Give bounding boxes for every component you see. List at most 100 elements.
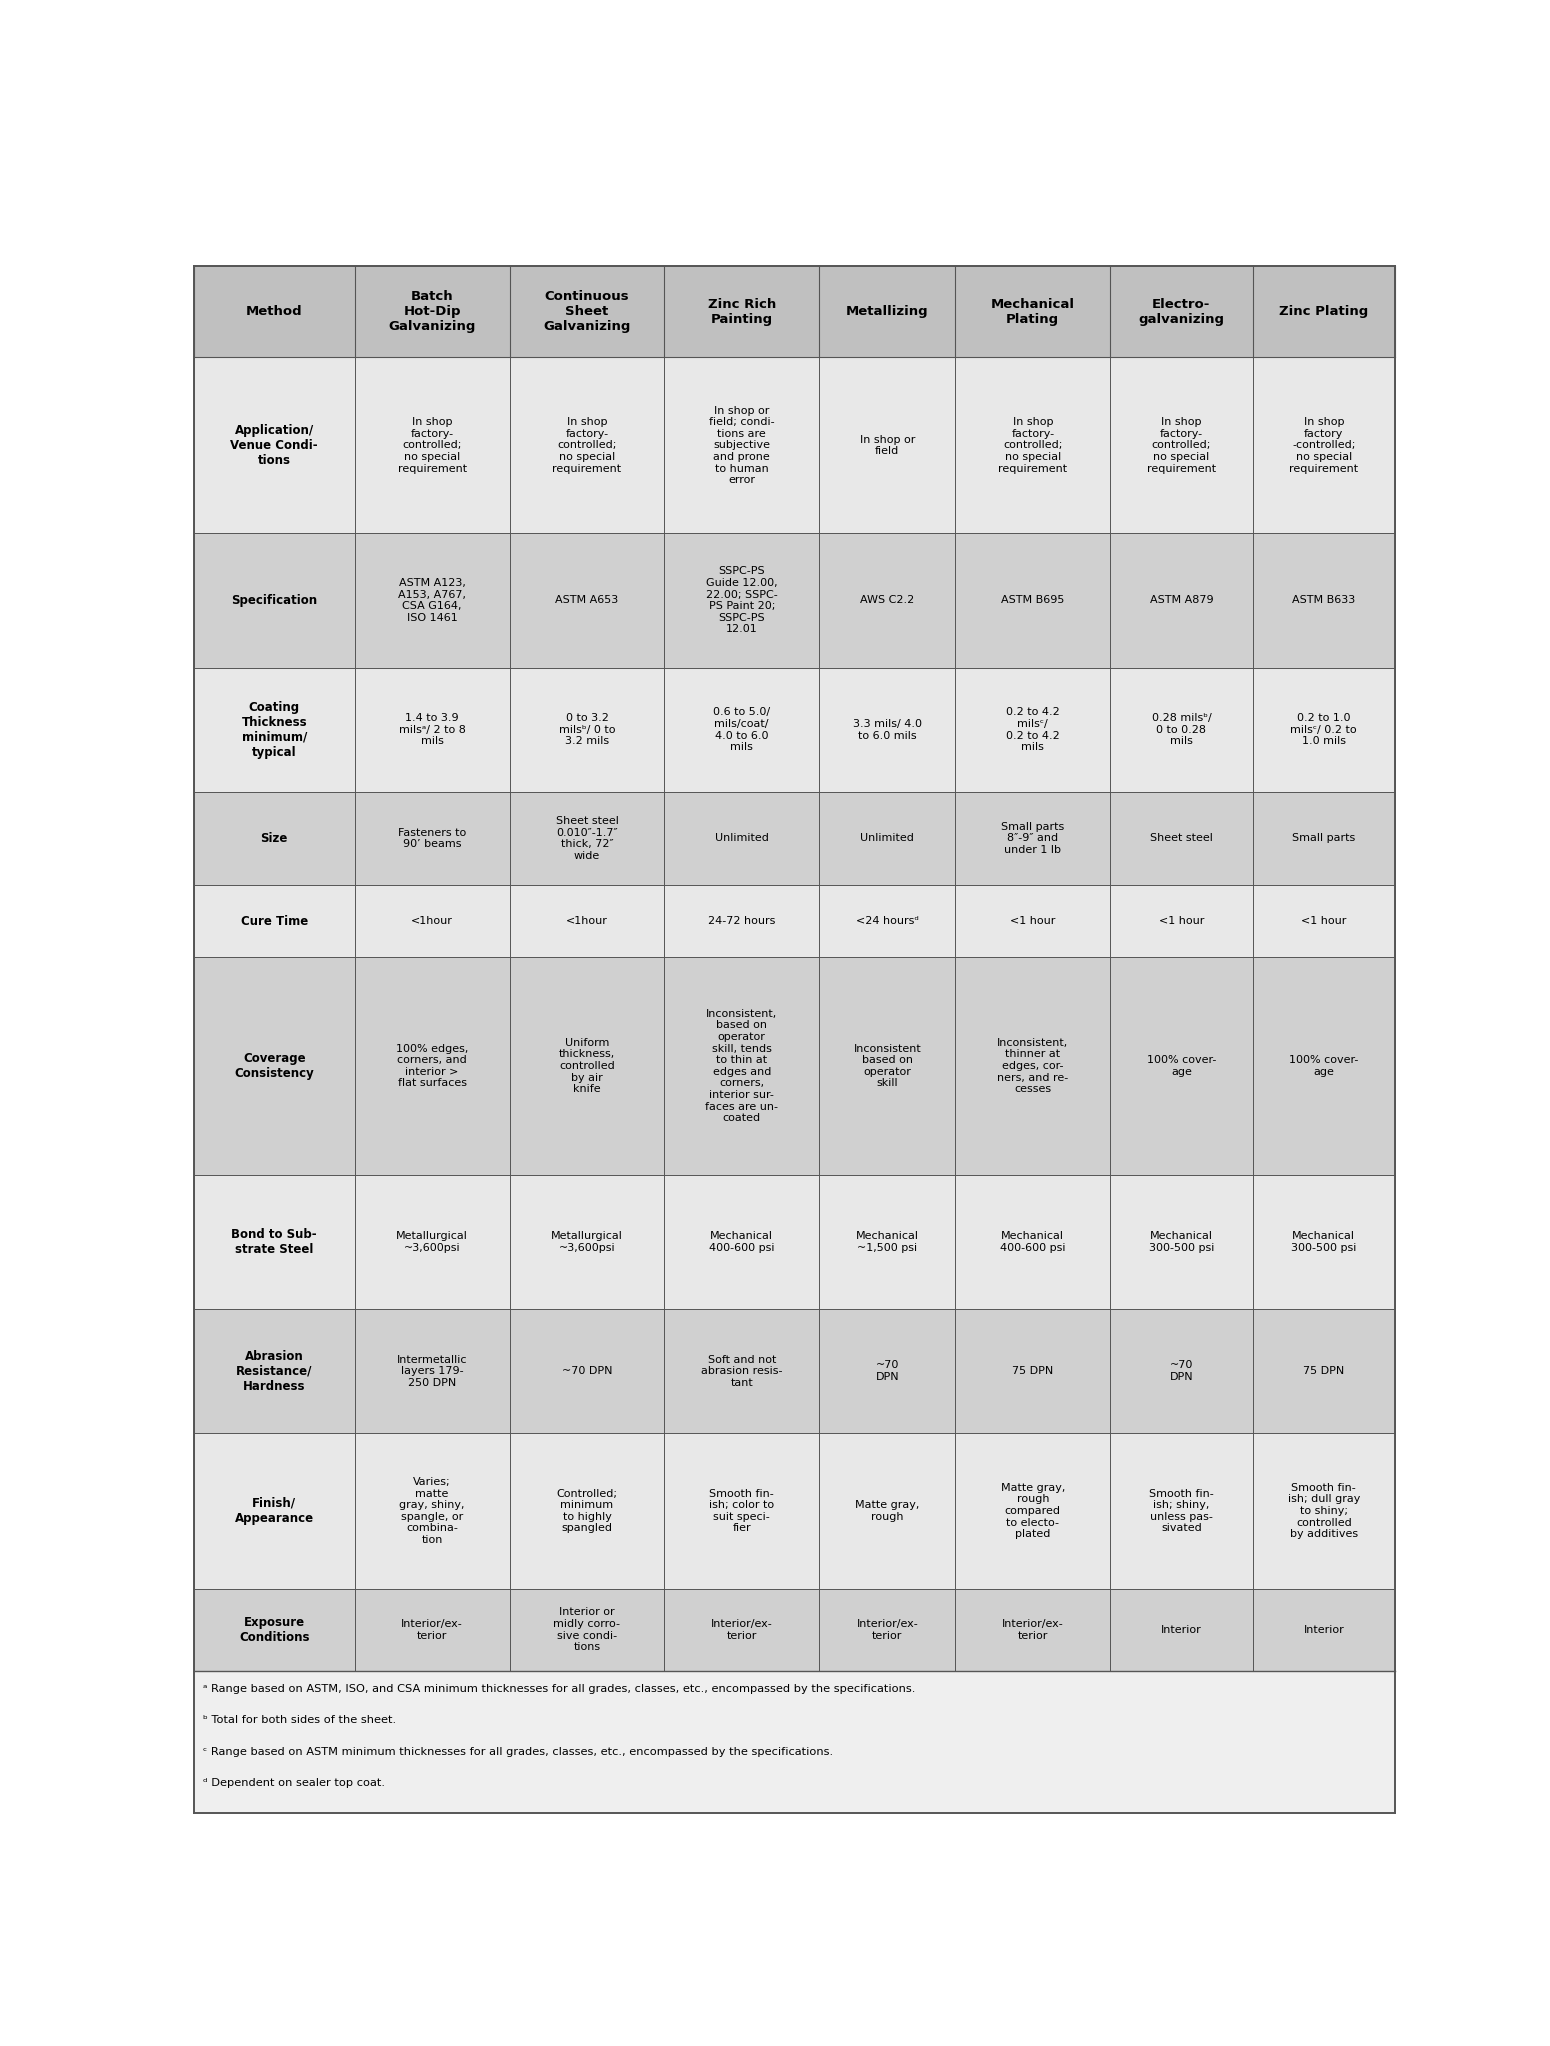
Text: Zinc Plating: Zinc Plating [1279,305,1369,319]
Text: Sheet steel
0.010″-1.7″
thick, 72″
wide: Sheet steel 0.010″-1.7″ thick, 72″ wide [555,816,618,861]
FancyBboxPatch shape [510,266,665,358]
Text: Intermetallic
layers 179-
250 DPN: Intermetallic layers 179- 250 DPN [397,1354,468,1387]
Text: ASTM B633: ASTM B633 [1293,595,1355,606]
Text: <1 hour: <1 hour [1159,917,1204,927]
Text: Small parts: Small parts [1293,833,1355,843]
Text: 75 DPN: 75 DPN [1012,1367,1054,1377]
Text: 100% cover-
age: 100% cover- age [1147,1056,1217,1076]
Text: 3.3 mils/ 4.0
to 6.0 mils: 3.3 mils/ 4.0 to 6.0 mils [853,718,922,741]
Text: Smooth fin-
ish; dull gray
to shiny;
controlled
by additives: Smooth fin- ish; dull gray to shiny; con… [1288,1483,1359,1539]
FancyBboxPatch shape [1252,266,1395,358]
Text: In shop or
field; condi-
tions are
subjective
and prone
to human
error: In shop or field; condi- tions are subje… [708,405,775,485]
Text: Mechanical
300-500 psi: Mechanical 300-500 psi [1149,1232,1214,1252]
Text: 0.2 to 1.0
milsᶜ/ 0.2 to
1.0 mils: 0.2 to 1.0 milsᶜ/ 0.2 to 1.0 mils [1291,714,1358,747]
Text: Metallurgical
~3,600psi: Metallurgical ~3,600psi [397,1232,468,1252]
Text: ASTM A879: ASTM A879 [1150,595,1214,606]
FancyBboxPatch shape [194,1588,1395,1672]
Text: ~70
DPN: ~70 DPN [1170,1361,1194,1381]
Text: ASTM A123,
A153, A767,
CSA G164,
ISO 1461: ASTM A123, A153, A767, CSA G164, ISO 146… [398,579,467,622]
FancyBboxPatch shape [818,266,955,358]
Text: ~70
DPN: ~70 DPN [876,1361,899,1381]
FancyBboxPatch shape [194,1434,1395,1588]
Text: Metallurgical
~3,600psi: Metallurgical ~3,600psi [550,1232,623,1252]
Text: SSPC-PS
Guide 12.00,
22.00; SSPC-
PS Paint 20;
SSPC-PS
12.01: SSPC-PS Guide 12.00, 22.00; SSPC- PS Pai… [705,567,778,634]
FancyBboxPatch shape [1110,266,1252,358]
Text: Interior/ex-
terior: Interior/ex- terior [857,1618,918,1641]
Text: Unlimited: Unlimited [860,833,914,843]
FancyBboxPatch shape [194,266,355,358]
Text: Mechanical
Plating: Mechanical Plating [990,297,1074,325]
Text: 0 to 3.2
milsᵇ/ 0 to
3.2 mils: 0 to 3.2 milsᵇ/ 0 to 3.2 mils [558,714,615,747]
Text: Soft and not
abrasion resis-
tant: Soft and not abrasion resis- tant [701,1354,783,1387]
Text: Smooth fin-
ish; shiny,
unless pas-
sivated: Smooth fin- ish; shiny, unless pas- siva… [1149,1489,1214,1532]
Text: Interior/ex-
terior: Interior/ex- terior [401,1618,463,1641]
Text: Mechanical
~1,500 psi: Mechanical ~1,500 psi [856,1232,919,1252]
Text: Inconsistent
based on
operator
skill: Inconsistent based on operator skill [854,1043,921,1088]
Text: Metallizing: Metallizing [846,305,928,319]
FancyBboxPatch shape [355,266,510,358]
Text: ᵈ Dependent on sealer top coat.: ᵈ Dependent on sealer top coat. [203,1778,386,1788]
Text: <1 hour: <1 hour [1300,917,1347,927]
Text: Interior/ex-
terior: Interior/ex- terior [711,1618,772,1641]
Text: Finish/
Appearance: Finish/ Appearance [234,1498,313,1524]
Text: ASTM A653: ASTM A653 [555,595,618,606]
Text: Mechanical
400-600 psi: Mechanical 400-600 psi [708,1232,775,1252]
Text: 1.4 to 3.9
milsᵃ/ 2 to 8
mils: 1.4 to 3.9 milsᵃ/ 2 to 8 mils [398,714,465,747]
FancyBboxPatch shape [194,1309,1395,1434]
Text: 0.28 milsᵇ/
0 to 0.28
mils: 0.28 milsᵇ/ 0 to 0.28 mils [1152,714,1211,747]
Text: <1 hour: <1 hour [1011,917,1056,927]
FancyBboxPatch shape [194,886,1395,958]
Text: Continuous
Sheet
Galvanizing: Continuous Sheet Galvanizing [542,291,631,333]
Text: Abrasion
Resistance/
Hardness: Abrasion Resistance/ Hardness [236,1350,313,1393]
Text: Varies;
matte
gray, shiny,
spangle, or
combina-
tion: Varies; matte gray, shiny, spangle, or c… [400,1477,465,1545]
FancyBboxPatch shape [955,266,1110,358]
Text: Bond to Sub-
strate Steel: Bond to Sub- strate Steel [231,1228,318,1256]
Text: 100% edges,
corners, and
interior >
flat surfaces: 100% edges, corners, and interior > flat… [395,1043,468,1088]
FancyBboxPatch shape [194,792,1395,886]
Text: Cure Time: Cure Time [240,915,308,927]
Text: ~70 DPN: ~70 DPN [561,1367,612,1377]
Text: In shop or
field: In shop or field [860,434,914,456]
Text: Batch
Hot-Dip
Galvanizing: Batch Hot-Dip Galvanizing [389,291,476,333]
Text: 75 DPN: 75 DPN [1304,1367,1344,1377]
Text: Mechanical
400-600 psi: Mechanical 400-600 psi [1000,1232,1065,1252]
Text: Interior/ex-
terior: Interior/ex- terior [1001,1618,1063,1641]
Text: Coverage
Consistency: Coverage Consistency [234,1052,315,1080]
Text: Sheet steel: Sheet steel [1150,833,1212,843]
Text: 24-72 hours: 24-72 hours [708,917,775,927]
FancyBboxPatch shape [194,667,1395,792]
FancyBboxPatch shape [194,1672,1395,1813]
Text: ᵃ Range based on ASTM, ISO, and CSA minimum thicknesses for all grades, classes,: ᵃ Range based on ASTM, ISO, and CSA mini… [203,1684,916,1694]
Text: Smooth fin-
ish; color to
suit speci-
fier: Smooth fin- ish; color to suit speci- fi… [710,1489,775,1532]
Text: 0.6 to 5.0/
mils/coat/
4.0 to 6.0
mils: 0.6 to 5.0/ mils/coat/ 4.0 to 6.0 mils [713,708,770,753]
Text: <1hour: <1hour [566,917,608,927]
Text: Coating
Thickness
minimum/
typical: Coating Thickness minimum/ typical [242,702,307,759]
Text: Unlimited: Unlimited [715,833,769,843]
Text: Small parts
8″-9″ and
under 1 lb: Small parts 8″-9″ and under 1 lb [1001,822,1065,855]
Text: 0.2 to 4.2
milsᶜ/
0.2 to 4.2
mils: 0.2 to 4.2 milsᶜ/ 0.2 to 4.2 mils [1006,708,1060,753]
Text: Inconsistent,
based on
operator
skill, tends
to thin at
edges and
corners,
inter: Inconsistent, based on operator skill, t… [705,1009,778,1123]
Text: In shop
factory-
controlled;
no special
requirement: In shop factory- controlled; no special … [998,417,1068,473]
Text: In shop
factory
-controlled;
no special
requirement: In shop factory -controlled; no special … [1290,417,1358,473]
Text: Uniform
thickness,
controlled
by air
knife: Uniform thickness, controlled by air kni… [560,1037,615,1095]
Text: In shop
factory-
controlled;
no special
requirement: In shop factory- controlled; no special … [552,417,622,473]
Text: 100% cover-
age: 100% cover- age [1290,1056,1358,1076]
Text: Electro-
galvanizing: Electro- galvanizing [1138,297,1225,325]
Text: Method: Method [246,305,302,319]
Text: Exposure
Conditions: Exposure Conditions [239,1616,310,1643]
Text: Controlled;
minimum
to highly
spangled: Controlled; minimum to highly spangled [556,1489,617,1532]
FancyBboxPatch shape [194,1174,1395,1309]
Text: AWS C2.2: AWS C2.2 [860,595,914,606]
Text: In shop
factory-
controlled;
no special
requirement: In shop factory- controlled; no special … [398,417,467,473]
Text: Matte gray,
rough: Matte gray, rough [856,1500,919,1522]
Text: Matte gray,
rough
compared
to electo-
plated: Matte gray, rough compared to electo- pl… [1001,1483,1065,1539]
Text: Mechanical
300-500 psi: Mechanical 300-500 psi [1291,1232,1356,1252]
Text: <24 hoursᵈ: <24 hoursᵈ [856,917,919,927]
Text: ASTM B695: ASTM B695 [1001,595,1065,606]
Text: Specification: Specification [231,593,318,608]
FancyBboxPatch shape [194,358,1395,534]
FancyBboxPatch shape [665,266,818,358]
FancyBboxPatch shape [194,534,1395,667]
Text: ᶜ Range based on ASTM minimum thicknesses for all grades, classes, etc., encompa: ᶜ Range based on ASTM minimum thicknesse… [203,1747,834,1758]
Text: <1hour: <1hour [411,917,453,927]
